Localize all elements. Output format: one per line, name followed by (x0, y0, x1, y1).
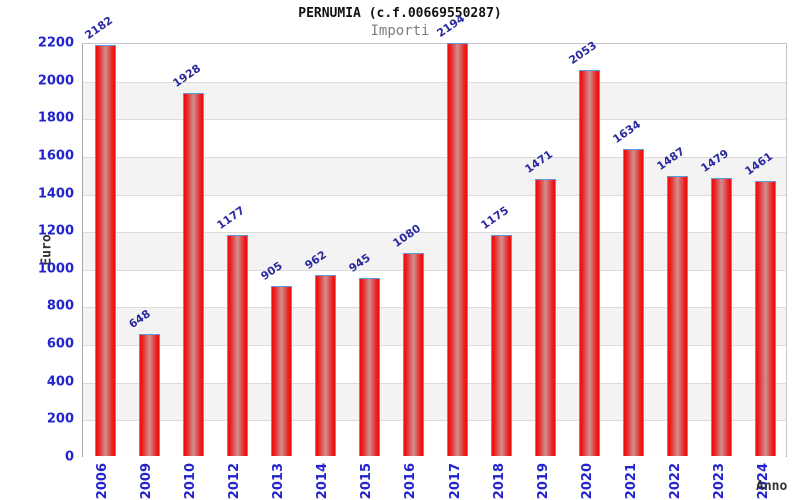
y-tick-label: 200 (46, 411, 74, 427)
bar-2012 (226, 234, 248, 456)
x-tick-label: 2019 (535, 463, 551, 500)
bar-2024 (755, 181, 777, 456)
gridline (83, 119, 786, 121)
y-tick-label: 800 (46, 298, 74, 314)
x-tick-label: 2015 (359, 463, 375, 500)
bar-2014 (314, 274, 336, 456)
y-tick-label: 1400 (37, 186, 74, 202)
x-tick-label: 2010 (183, 463, 199, 500)
x-tick-label: 2018 (491, 463, 507, 500)
x-tick-label: 2020 (579, 463, 595, 500)
x-tick-label: 2017 (447, 463, 463, 500)
bar-2022 (667, 176, 689, 456)
bar-2009 (138, 334, 160, 456)
bar-2015 (358, 278, 380, 456)
x-tick-label: 2014 (315, 463, 331, 500)
bar-2021 (623, 148, 645, 456)
y-tick-label: 2200 (37, 35, 74, 51)
y-tick-label: 1600 (37, 148, 74, 164)
gridline (83, 420, 786, 422)
chart-title: PERNUMIA (c.f.00669550287) (298, 6, 502, 21)
y-tick-label: 1800 (37, 110, 74, 126)
plot-area (82, 43, 787, 458)
x-tick-label: 2012 (227, 463, 243, 500)
x-tick-label: 2009 (139, 463, 155, 500)
x-tick-label: 2021 (623, 463, 639, 500)
x-tick-label: 2023 (711, 463, 727, 500)
gridline (83, 269, 786, 271)
bar-2006 (94, 45, 116, 456)
y-tick-label: 2000 (37, 73, 74, 89)
plot-band (83, 44, 786, 82)
bar-2017 (447, 43, 469, 456)
bar-2016 (402, 252, 424, 456)
gridline (83, 345, 786, 347)
x-tick-label: 2016 (403, 463, 419, 500)
gridline (83, 382, 786, 384)
gridline (83, 232, 786, 234)
y-tick-label: 400 (46, 374, 74, 390)
bar-2020 (579, 69, 601, 456)
bar-2023 (711, 177, 733, 456)
gridline (83, 194, 786, 196)
x-tick-label: 2022 (667, 463, 683, 500)
y-tick-label: 1000 (37, 261, 74, 277)
bar-2010 (182, 93, 204, 456)
chart-subtitle: Importi (370, 23, 430, 39)
gridline (83, 156, 786, 158)
x-tick-label: 2006 (95, 463, 111, 500)
bar-2013 (270, 285, 292, 456)
gridline (83, 307, 786, 309)
y-tick-label: 1200 (37, 223, 74, 239)
x-tick-label: 2013 (271, 463, 287, 500)
x-axis-title: Anno (756, 479, 788, 494)
y-tick-label: 0 (64, 449, 74, 465)
bar-2018 (491, 234, 513, 456)
bar-2019 (535, 179, 557, 456)
gridline (83, 81, 786, 83)
y-tick-label: 600 (46, 336, 74, 352)
